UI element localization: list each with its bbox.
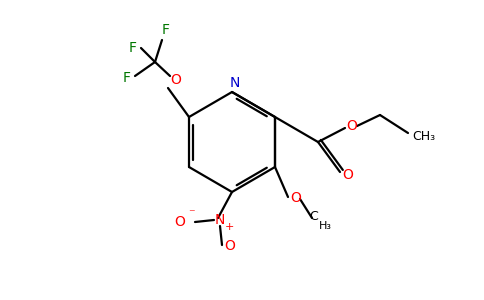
Text: O: O <box>175 215 185 229</box>
Text: O: O <box>170 73 182 87</box>
Text: F: F <box>123 71 131 85</box>
Text: H₃: H₃ <box>318 221 332 231</box>
Text: +: + <box>224 222 234 232</box>
Text: C: C <box>310 211 318 224</box>
Text: O: O <box>343 168 353 182</box>
Text: O: O <box>225 239 235 253</box>
Text: F: F <box>129 41 137 55</box>
Text: O: O <box>290 191 302 205</box>
Text: O: O <box>347 119 358 133</box>
Text: CH₃: CH₃ <box>412 130 436 143</box>
Text: F: F <box>162 23 170 37</box>
Text: ⁻: ⁻ <box>188 208 194 220</box>
Text: N: N <box>215 213 225 227</box>
Text: N: N <box>230 76 240 90</box>
